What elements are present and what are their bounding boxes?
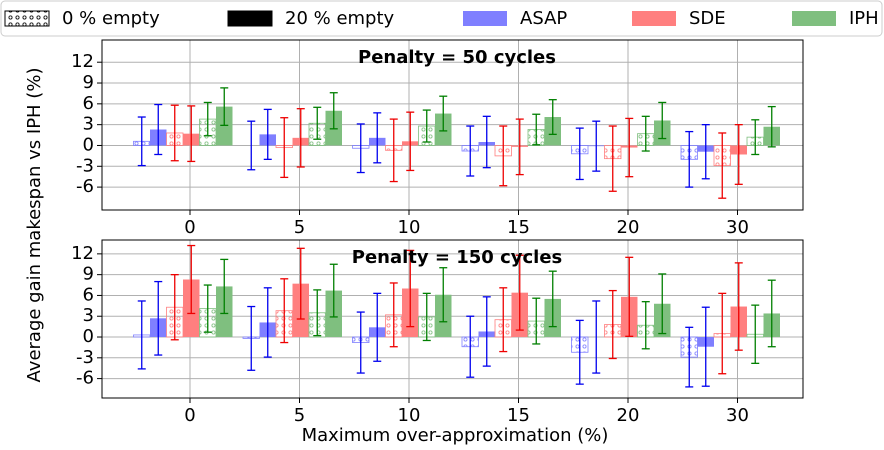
- y-tick-label: 12: [71, 243, 94, 264]
- y-tick-label: 3: [83, 114, 94, 135]
- y-tick-label: 0: [83, 326, 94, 347]
- x-tick-label: 20: [617, 217, 640, 238]
- panel-title: Penalty = 50 cycles: [358, 47, 556, 68]
- x-tick-label: 30: [726, 405, 749, 426]
- plot-frame: [101, 239, 804, 399]
- y-tick-label: 12: [71, 51, 94, 72]
- legend-frame: [0, 0, 883, 37]
- x-tick-label: 15: [507, 217, 530, 238]
- legend-swatch: [4, 10, 50, 27]
- legend-label: 20 % empty: [285, 8, 395, 29]
- y-tick-label: -3: [76, 347, 94, 368]
- x-tick-label: 0: [184, 217, 195, 238]
- bar: [216, 106, 233, 146]
- panel-title: Penalty = 150 cycles: [352, 247, 563, 268]
- x-axis-label: Maximum over-approximation (%): [302, 425, 609, 446]
- y-tick-label: -6: [76, 368, 94, 389]
- x-tick-label: 15: [507, 405, 530, 426]
- y-axis-label: Average gain makespan vs IPH (%): [24, 68, 45, 383]
- plot-frame: [101, 39, 804, 211]
- legend-swatch: [227, 10, 273, 27]
- legend-swatch: [463, 11, 507, 26]
- y-tick-label: 0: [83, 134, 94, 155]
- y-tick-label: 3: [83, 305, 94, 326]
- x-tick-label: 5: [294, 405, 305, 426]
- legend-swatch: [792, 11, 836, 26]
- y-tick-label: 9: [83, 72, 94, 93]
- y-tick-label: 9: [83, 264, 94, 285]
- legend-label: SDE: [689, 8, 726, 29]
- x-tick-label: 10: [398, 217, 421, 238]
- x-tick-label: 20: [617, 405, 640, 426]
- x-tick-label: 10: [398, 405, 421, 426]
- legend-label: ASAP: [520, 8, 567, 29]
- x-tick-label: 30: [726, 217, 749, 238]
- y-tick-label: 6: [83, 93, 94, 114]
- x-tick-label: 0: [184, 405, 195, 426]
- legend-label: 0 % empty: [62, 8, 160, 29]
- x-tick-label: 5: [294, 217, 305, 238]
- y-tick-label: -6: [76, 176, 94, 197]
- y-tick-label: -3: [76, 155, 94, 176]
- y-tick-label: 6: [83, 284, 94, 305]
- legend-swatch: [632, 11, 676, 26]
- legend-label: IPH: [849, 8, 879, 29]
